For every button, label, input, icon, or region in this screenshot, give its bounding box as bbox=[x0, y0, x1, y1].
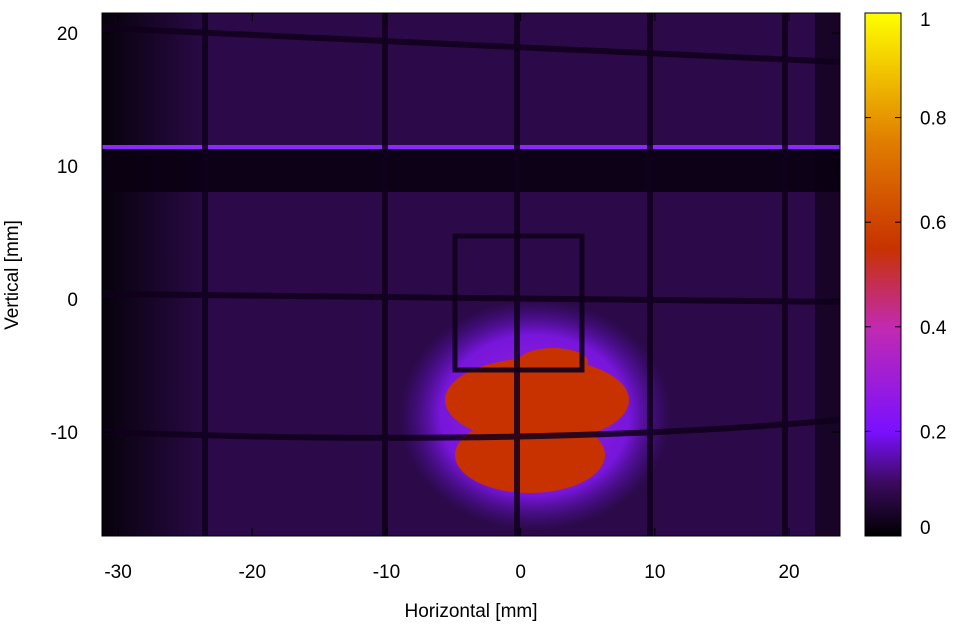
colorbar-tick-label: 0.4 bbox=[920, 318, 947, 339]
x-tick-label: 10 bbox=[644, 562, 665, 583]
x-tick-label: -30 bbox=[104, 562, 131, 583]
colorbar-tick-label: 0.2 bbox=[920, 422, 946, 443]
y-axis: -10 0 10 20 bbox=[51, 24, 840, 444]
plot-frame bbox=[101, 12, 841, 537]
x-tick-label: -20 bbox=[239, 562, 266, 583]
y-tick-label: -10 bbox=[51, 423, 78, 444]
colorbar-tick-label: 1 bbox=[920, 10, 931, 31]
x-axis: -30 -20 -10 0 10 20 bbox=[104, 13, 800, 583]
y-tick-label: 0 bbox=[67, 290, 78, 311]
left-dark-band bbox=[102, 13, 212, 536]
colorbar-tick-label: 0.6 bbox=[920, 213, 946, 234]
dark-horizontal-band bbox=[102, 150, 840, 192]
colorbar: 0 0.2 0.4 0.6 0.8 1 bbox=[864, 10, 947, 539]
y-tick-label: 20 bbox=[57, 24, 78, 45]
plot-area bbox=[102, 13, 840, 536]
right-dark-band bbox=[815, 13, 840, 536]
hot-spot-core-upper bbox=[445, 358, 629, 442]
hot-spot-core-lower bbox=[455, 417, 605, 493]
colorbar-ticks: 0 0.2 0.4 0.6 0.8 1 bbox=[865, 10, 947, 539]
wire-frame-square bbox=[452, 233, 585, 373]
x-tick-label: -10 bbox=[373, 562, 400, 583]
colorbar-gradient bbox=[864, 12, 902, 537]
bright-line bbox=[102, 145, 840, 149]
wire-horizontal bbox=[102, 25, 840, 65]
y-axis-title: Vertical [mm] bbox=[2, 220, 23, 330]
wire-horizontal bbox=[102, 417, 840, 441]
wire-horizontal bbox=[102, 291, 840, 305]
colorbar-tick-label: 0.8 bbox=[920, 109, 946, 130]
colorbar-tick-label: 0 bbox=[920, 518, 931, 539]
x-tick-label: 0 bbox=[515, 562, 526, 583]
wire-grid bbox=[102, 13, 840, 536]
x-axis-title: Horizontal [mm] bbox=[404, 601, 537, 622]
y-tick-label: 10 bbox=[57, 157, 78, 178]
x-tick-label: 20 bbox=[778, 562, 799, 583]
